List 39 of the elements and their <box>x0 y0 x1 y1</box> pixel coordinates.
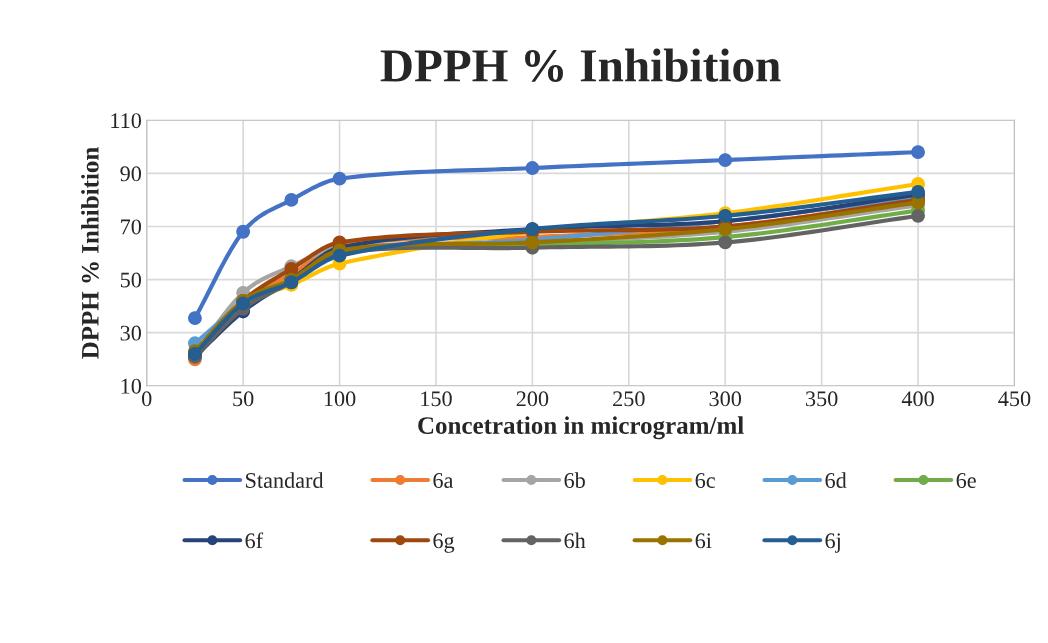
legend-label: 6i <box>695 533 712 549</box>
legend-label: 6j <box>825 533 840 553</box>
point <box>236 224 251 239</box>
x-tick-label: 450 <box>998 391 1031 407</box>
legend-label: 6b <box>564 472 585 488</box>
x-tick-label: 400 <box>901 391 934 407</box>
y-tick-label: 110 <box>111 113 142 129</box>
x-tick-label: 150 <box>421 391 452 407</box>
x-tick-label: 0 <box>142 391 152 407</box>
y-tick-label: 30 <box>120 325 142 341</box>
y-axis-title: DPPH % Inhibition <box>81 147 99 359</box>
x-tick-label: 300 <box>709 391 742 407</box>
y-tick-label: 90 <box>120 166 142 182</box>
x-axis-title: Concetration in microgram/ml <box>418 416 744 440</box>
point <box>911 145 925 160</box>
legend-label: 6g <box>433 533 455 553</box>
chart-title: DPPH % Inhibition <box>380 48 781 82</box>
legend-label: 6h <box>564 532 586 549</box>
x-tick-label: 100 <box>324 391 356 407</box>
point <box>718 153 733 168</box>
point <box>332 171 347 186</box>
legend-label: 6f <box>245 532 264 549</box>
x-tick-label: 250 <box>613 391 645 407</box>
y-tick-label: 10 <box>121 378 142 394</box>
point <box>187 311 202 326</box>
point <box>525 161 540 175</box>
x-tick-label: 50 <box>233 391 254 407</box>
y-tick-label: 70 <box>121 219 142 235</box>
point <box>718 235 733 250</box>
legend-label: 6c <box>695 473 715 488</box>
x-tick-label: 350 <box>806 391 838 407</box>
legend-label: Standard <box>246 472 324 488</box>
point <box>284 192 299 207</box>
point <box>911 208 925 223</box>
x-tick-label: 200 <box>516 391 549 407</box>
y-tick-label: 50 <box>120 272 142 288</box>
legend-label: 6e <box>956 473 976 488</box>
legend-label: 6a <box>433 473 454 488</box>
legend-label: 6d <box>825 472 847 488</box>
